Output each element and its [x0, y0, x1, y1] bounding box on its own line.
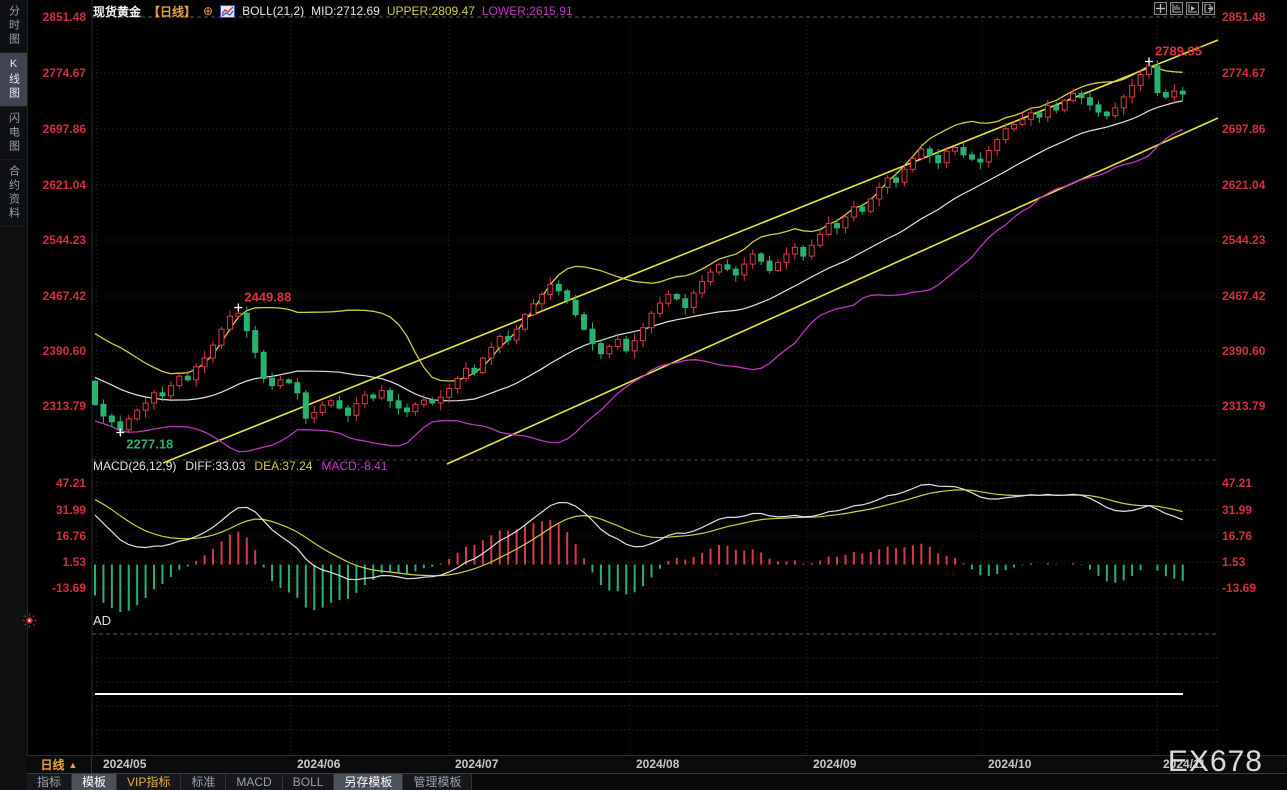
price-axis-label-right: 2313.79: [1222, 399, 1266, 413]
tab-3[interactable]: VIP指标: [117, 774, 182, 790]
macd-axis-label-left: -13.69: [51, 581, 86, 595]
boll-lower-value: LOWER:2615.91: [481, 4, 573, 18]
axis-zoom-icon[interactable]: [1170, 2, 1183, 15]
macd-axis-label-left: 1.53: [62, 555, 86, 569]
chart-type-sidebar: 分时图 K线图 闪电图 合约资料: [0, 0, 28, 790]
watermark: EX678: [1167, 745, 1263, 778]
month-label: 2024/09: [813, 757, 857, 771]
tab-4[interactable]: 标准: [181, 774, 227, 790]
macd-diff-value: DIFF:33.03: [185, 459, 246, 473]
sidebar-item-2[interactable]: K线图: [0, 53, 27, 107]
price-axis-label-left: 2774.67: [42, 66, 86, 80]
price-axis-label-left: 2621.04: [42, 178, 86, 192]
price-axis-label-left: 2467.42: [42, 289, 86, 303]
tab-2[interactable]: 模板: [72, 774, 118, 790]
macd-params-label: MACD(26,12,9): [93, 459, 177, 473]
chart-header: 现货黄金 【日线】 ⊕ BOLL(21,2) MID:2712.69 UPPER…: [93, 3, 573, 19]
macd-header: MACD(26,12,9) DIFF:33.03 DEA:37.24 MACD:…: [93, 459, 387, 473]
svg-text:2449.88: 2449.88: [244, 290, 291, 305]
indicator-tabs: 指标 模板 VIP指标 标准 MACD BOLL 另存模板 管理模板: [27, 774, 473, 790]
triangle-up-icon: ▲: [68, 759, 78, 770]
circle-plus-icon[interactable]: ⊕: [203, 4, 214, 18]
macd-hist-value: MACD:-8.41: [321, 459, 388, 473]
boll-mid-value: MID:2712.69: [311, 4, 380, 18]
price-axis-label-right: 2544.23: [1222, 233, 1266, 247]
svg-text:2789.95: 2789.95: [1155, 44, 1202, 59]
svg-text:2277.18: 2277.18: [126, 437, 173, 452]
period-selector[interactable]: 日线 ▲: [27, 756, 92, 773]
timeline-row: 日线 ▲: [27, 755, 1287, 773]
tab-6[interactable]: BOLL: [283, 774, 335, 790]
macd-axis-label-left: 31.99: [55, 503, 86, 517]
month-label: 2024/05: [103, 757, 147, 771]
month-label: 2024/11: [1163, 757, 1206, 771]
bottom-tabs-row: 指标 模板 VIP指标 标准 MACD BOLL 另存模板 管理模板: [27, 773, 1287, 790]
macd-axis-label-right: 16.76: [1222, 529, 1253, 543]
sidebar-item-4[interactable]: 合约资料: [0, 160, 27, 227]
price-axis-label-left: 2313.79: [42, 399, 86, 413]
boll-params-label: BOLL(21,2): [242, 4, 305, 18]
axis-pan-icon[interactable]: [1186, 2, 1199, 15]
macd-axis-label-right: 47.21: [1222, 476, 1253, 490]
tab-1[interactable]: 指标: [27, 774, 73, 790]
macd-axis-label-left: 16.76: [55, 529, 86, 543]
price-axis-label-left: 2697.86: [42, 122, 86, 136]
boll-upper-value: UPPER:2809.47: [386, 4, 475, 18]
macd-dea-value: DEA:37.24: [254, 459, 313, 473]
price-axis-label-left: 2544.23: [42, 233, 86, 247]
macd-axis-label-right: 1.53: [1222, 555, 1246, 569]
month-label: 2024/10: [988, 757, 1032, 771]
price-axis-label-left: 2851.48: [42, 10, 86, 24]
chart-toolbar: [1154, 2, 1215, 15]
price-axis-label-right: 2390.60: [1222, 344, 1266, 358]
month-label: 2024/08: [636, 757, 680, 771]
period-label: 日线: [40, 758, 65, 772]
symbol-name: 现货黄金: [93, 4, 142, 19]
tab-8[interactable]: 管理模板: [403, 774, 473, 790]
indicator-chart-icon[interactable]: [220, 4, 236, 18]
crosshair-icon[interactable]: [1154, 2, 1167, 15]
price-axis-label-right: 2467.42: [1222, 289, 1266, 303]
macd-axis-label-right: 31.99: [1222, 503, 1253, 517]
tab-5[interactable]: MACD: [226, 774, 283, 790]
macd-axis-label-right: -13.69: [1222, 581, 1257, 595]
tab-7[interactable]: 另存模板: [334, 774, 404, 790]
month-label: 2024/06: [297, 757, 341, 771]
price-axis-label-right: 2697.86: [1222, 122, 1266, 136]
price-axis-label-left: 2390.60: [42, 344, 86, 358]
price-axis-label-right: 2851.48: [1222, 10, 1266, 24]
period-badge: 【日线】: [148, 4, 197, 19]
sidebar-item-1[interactable]: 分时图: [0, 0, 27, 53]
collapse-panel-icon[interactable]: [1202, 2, 1215, 15]
price-axis-label-right: 2774.67: [1222, 66, 1266, 80]
sidebar-item-3[interactable]: 闪电图: [0, 107, 27, 160]
alert-dot-icon[interactable]: [22, 613, 37, 628]
price-axis-label-right: 2621.04: [1222, 178, 1266, 192]
macd-axis-label-left: 47.21: [55, 476, 86, 490]
ad-indicator-label: AD: [93, 613, 112, 628]
month-label: 2024/07: [455, 757, 499, 771]
